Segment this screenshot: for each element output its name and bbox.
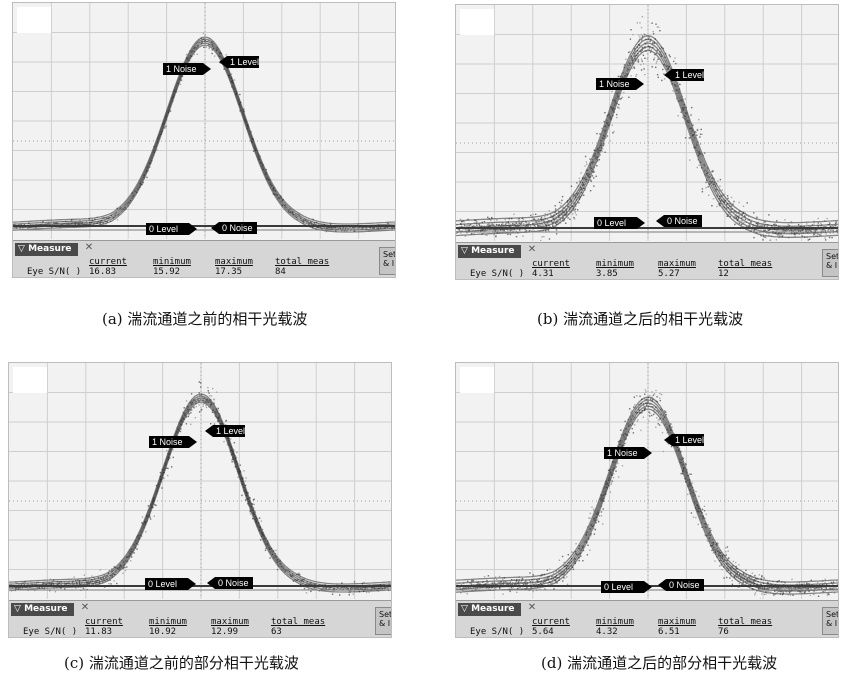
measure-tab[interactable]: ▽ Measure: [15, 243, 78, 256]
measure-panel: ▽ Measure ✕ Eye S/N( ) current 11.83 mini…: [9, 600, 391, 637]
measurement-name: Eye S/N( ): [470, 269, 525, 279]
marker-1-noise: 1 Noise: [149, 436, 197, 448]
measure-tab[interactable]: ▽ Measure: [458, 245, 521, 258]
scope-window: 1 Noise 1 Level 0 Level 0 Noise ▽ Measur…: [12, 2, 396, 278]
measure-panel: ▽ Measure ✕ Eye S/N( ) current 16.83 mini…: [13, 240, 395, 277]
panel-c: 1 Noise 1 Level 0 Level 0 Noise ▽ Measur…: [8, 362, 392, 672]
svg-text:0 Noise: 0 Noise: [222, 223, 253, 233]
marker-0-noise: 0 Noise: [656, 215, 702, 227]
svg-text:1 Noise: 1 Noise: [607, 448, 638, 458]
eye-diagram-plot: 1 Noise 1 Level 0 Level 0 Noise: [13, 3, 395, 239]
minimum-column: minimum 10.92: [149, 617, 187, 637]
caption: (d) 湍流通道之后的部分相干光载波: [541, 654, 778, 672]
setup-button[interactable]: Set & I: [822, 607, 838, 635]
caption: (c) 湍流通道之前的部分相干光载波: [64, 654, 299, 672]
svg-text:0 Level: 0 Level: [148, 579, 177, 589]
current-column: current 5.64: [532, 617, 570, 637]
eye-diagram-plot: 1 Noise 1 Level 0 Level 0 Noise: [456, 5, 838, 241]
svg-text:0 Noise: 0 Noise: [667, 216, 698, 226]
marker-0-level: 0 Level: [145, 578, 196, 590]
measurement-name: Eye S/N( ): [27, 267, 82, 277]
total-meas-column: total meas 76: [718, 617, 773, 637]
measure-panel: ▽ Measure ✕ Eye S/N( ) current 5.64 minim…: [456, 600, 838, 637]
marker-1-noise: 1 Noise: [604, 447, 652, 459]
close-icon[interactable]: ✕: [80, 602, 90, 613]
measure-panel: ▽ Measure ✕ Eye S/N( ) current 4.31 minim…: [456, 242, 838, 279]
marker-1-level: 1 Level: [205, 425, 245, 437]
caption: (a) 湍流通道之前的相干光载波: [102, 310, 308, 328]
scope-window: 1 Noise 1 Level 0 Level 0 Noise ▽ Measur…: [455, 362, 839, 638]
total-meas-column: total meas 63: [271, 617, 326, 637]
caption: (b) 湍流通道之后的相干光载波: [537, 310, 744, 328]
maximum-column: maximum 12.99: [211, 617, 249, 637]
panel-b: 1 Noise 1 Level 0 Level 0 Noise ▽ Measur…: [455, 4, 839, 328]
marker-0-noise: 0 Noise: [658, 579, 704, 591]
maximum-column: maximum 17.35: [215, 257, 253, 277]
measure-tab[interactable]: ▽ Measure: [11, 603, 74, 616]
svg-text:1 Level: 1 Level: [675, 435, 704, 445]
current-column: current 11.83: [85, 617, 123, 637]
marker-0-level: 0 Level: [594, 217, 645, 229]
marker-1-level: 1 Level: [664, 434, 704, 446]
marker-1-level: 1 Level: [219, 56, 259, 68]
svg-text:1 Level: 1 Level: [230, 57, 259, 67]
minimum-column: minimum 4.32: [596, 617, 634, 637]
setup-button[interactable]: Set & I: [375, 607, 391, 635]
setup-button[interactable]: Set & I: [822, 249, 838, 277]
marker-1-noise: 1 Noise: [596, 78, 644, 90]
svg-text:0 Level: 0 Level: [604, 582, 633, 592]
measure-tab[interactable]: ▽ Measure: [458, 603, 521, 616]
marker-0-noise: 0 Noise: [207, 577, 253, 589]
scope-window: 1 Noise 1 Level 0 Level 0 Noise ▽ Measur…: [455, 4, 839, 280]
svg-text:0 Noise: 0 Noise: [218, 578, 249, 588]
svg-text:1 Noise: 1 Noise: [166, 64, 197, 74]
marker-1-level: 1 Level: [664, 69, 704, 81]
svg-text:1 Noise: 1 Noise: [599, 79, 630, 89]
panel-a: 1 Noise 1 Level 0 Level 0 Noise ▽ Measur…: [12, 2, 396, 328]
svg-text:1 Level: 1 Level: [675, 70, 704, 80]
scope-window: 1 Noise 1 Level 0 Level 0 Noise ▽ Measur…: [8, 362, 392, 638]
close-icon[interactable]: ✕: [527, 602, 537, 613]
setup-button[interactable]: Set & I: [379, 247, 395, 275]
svg-text:1 Level: 1 Level: [216, 426, 245, 436]
current-column: current 16.83: [89, 257, 127, 277]
svg-text:0 Level: 0 Level: [597, 218, 626, 228]
marker-0-level: 0 Level: [601, 581, 652, 593]
maximum-column: maximum 6.51: [658, 617, 696, 637]
maximum-column: maximum 5.27: [658, 259, 696, 279]
marker-0-level: 0 Level: [146, 223, 197, 235]
svg-text:0 Level: 0 Level: [149, 224, 178, 234]
svg-text:1 Noise: 1 Noise: [152, 437, 183, 447]
total-meas-column: total meas 84: [275, 257, 330, 277]
close-icon[interactable]: ✕: [84, 242, 94, 253]
measurement-name: Eye S/N( ): [23, 627, 78, 637]
minimum-column: minimum 3.85: [596, 259, 634, 279]
marker-1-noise: 1 Noise: [163, 63, 211, 75]
close-icon[interactable]: ✕: [527, 244, 537, 255]
measurement-name: Eye S/N( ): [470, 627, 525, 637]
total-meas-column: total meas 12: [718, 259, 773, 279]
panel-d: 1 Noise 1 Level 0 Level 0 Noise ▽ Measur…: [455, 362, 839, 672]
eye-diagram-plot: 1 Noise 1 Level 0 Level 0 Noise: [9, 363, 391, 599]
current-column: current 4.31: [532, 259, 570, 279]
svg-text:0 Noise: 0 Noise: [669, 580, 700, 590]
eye-diagram-plot: 1 Noise 1 Level 0 Level 0 Noise: [456, 363, 838, 599]
marker-0-noise: 0 Noise: [211, 222, 257, 234]
minimum-column: minimum 15.92: [153, 257, 191, 277]
